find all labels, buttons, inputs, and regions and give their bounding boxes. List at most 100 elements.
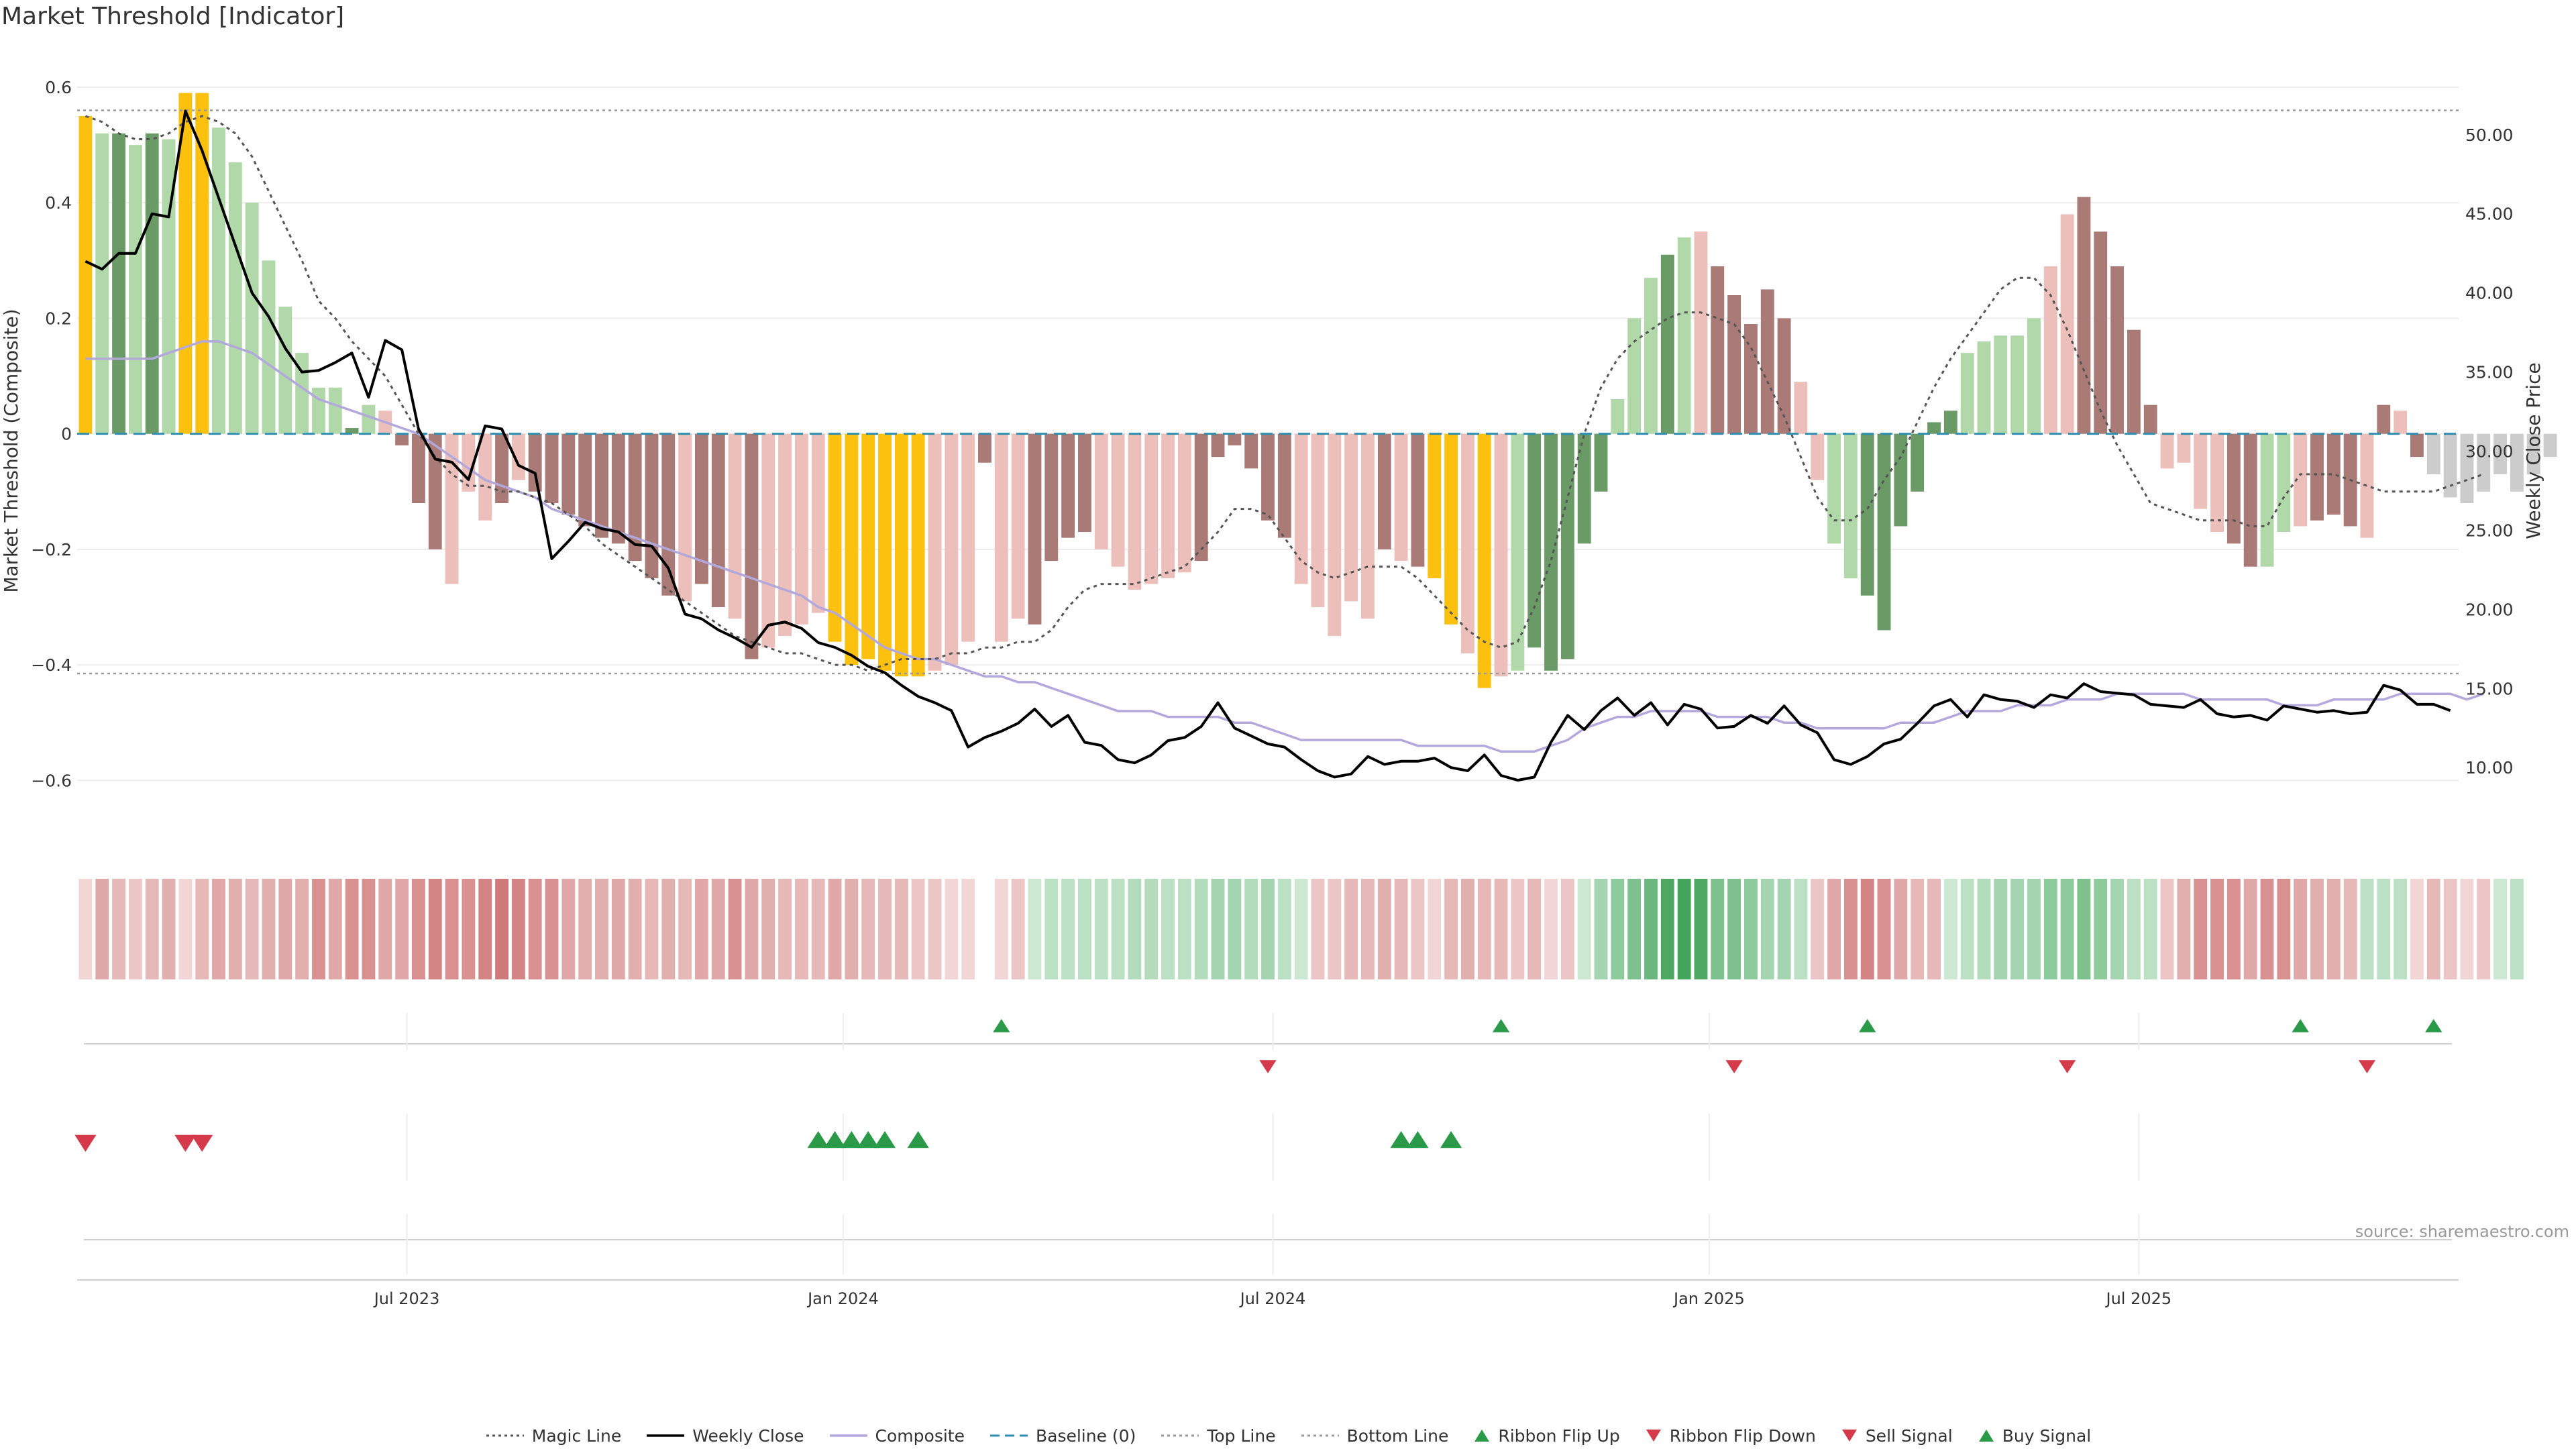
ribbon-cell — [128, 879, 142, 979]
ribbon-flip-up-marker — [1859, 1019, 1876, 1032]
ribbon-cell — [1244, 879, 1258, 979]
composite-bar — [1011, 433, 1025, 619]
legend-swatch — [1301, 1434, 1339, 1437]
ribbon-cell — [1694, 879, 1708, 979]
ribbon-cell — [2210, 879, 2224, 979]
composite-bar — [1827, 433, 1841, 544]
ribbon-flip-down-marker — [1259, 1060, 1277, 1073]
composite-bar — [245, 203, 259, 434]
x-tick-label: Jul 2025 — [2105, 1289, 2172, 1308]
buy-signal-marker — [1407, 1131, 1429, 1148]
ribbon-cell — [1394, 879, 1408, 979]
composite-bar — [1244, 433, 1258, 469]
ribbon-cell — [1660, 879, 1674, 979]
ribbon-cell — [362, 879, 376, 979]
composite-bar — [278, 307, 292, 434]
composite-bar — [2377, 405, 2391, 434]
sell-signal-marker — [174, 1134, 197, 1152]
composite-bar — [1311, 433, 1325, 607]
composite-bar — [212, 127, 225, 434]
composite-bar — [1128, 433, 1142, 590]
ribbon-cell — [945, 879, 959, 979]
composite-bar — [595, 433, 608, 538]
composite-bar — [328, 387, 342, 434]
y-tick-label: −0.2 — [31, 540, 72, 559]
ribbon-cell — [1228, 879, 1242, 979]
ribbon-cell — [2010, 879, 2025, 979]
ribbon-cell — [1277, 879, 1291, 979]
composite-bar — [2260, 433, 2274, 567]
legend-swatch — [486, 1434, 524, 1437]
ribbon-cell — [1261, 879, 1275, 979]
ribbon-cell — [1294, 879, 1308, 979]
ribbon-cell — [1894, 879, 1908, 979]
composite-bar — [1394, 433, 1408, 561]
ribbon-cell — [545, 879, 559, 979]
composite-bar — [1744, 324, 1758, 434]
ribbon-cell — [1877, 879, 1891, 979]
ribbon-cell — [911, 879, 925, 979]
y-right-tick-label: 45.00 — [2465, 205, 2514, 224]
composite-bar — [1644, 278, 1658, 434]
ribbon-cell — [445, 879, 459, 979]
ribbon-cell — [745, 879, 759, 979]
series-lines — [77, 109, 2484, 782]
composite-bar — [1261, 433, 1275, 521]
composite-bar — [2194, 433, 2208, 509]
ribbon-cell — [1460, 879, 1474, 979]
ribbon-cell — [678, 879, 692, 979]
ribbon-cell — [1511, 879, 1525, 979]
ribbon-cell — [2226, 879, 2241, 979]
composite-bar — [2077, 197, 2091, 434]
composite-bar — [1494, 433, 1508, 677]
composite-bar — [1344, 433, 1358, 602]
composite-bars — [78, 93, 2557, 688]
ribbon-cell — [2160, 879, 2174, 979]
ribbon-cell — [1960, 879, 1974, 979]
composite-bar — [2310, 433, 2324, 521]
composite-bar — [1228, 433, 1242, 445]
composite-bar — [1577, 433, 1591, 544]
composite-bar — [2443, 433, 2457, 498]
ribbon-cell — [1827, 879, 1841, 979]
ribbon-cell — [1527, 879, 1542, 979]
legend-item: Weekly Close — [645, 1426, 804, 1446]
legend-label: Buy Signal — [2002, 1426, 2092, 1446]
composite-bar — [1161, 433, 1175, 578]
composite-bar — [1760, 289, 1774, 434]
legend-item: Composite — [828, 1426, 965, 1446]
x-tick-label: Jul 2024 — [1239, 1289, 1306, 1308]
y-right-tick-label: 20.00 — [2465, 600, 2514, 619]
composite-bar — [1977, 341, 1991, 434]
composite-bar — [345, 428, 359, 434]
composite-bar — [1477, 433, 1491, 688]
ribbon-cell — [1094, 879, 1108, 979]
composite-bar — [2493, 433, 2507, 474]
composite-bar — [1361, 433, 1375, 619]
composite-bar — [78, 116, 93, 434]
y-tick-label: 0.4 — [45, 193, 72, 213]
y-right-tick-label: 40.00 — [2465, 284, 2514, 303]
ribbon-cell — [2410, 879, 2424, 979]
ribbon-cell — [2310, 879, 2324, 979]
composite-bar — [95, 133, 109, 434]
composite-bar — [511, 433, 525, 480]
ribbon-cell — [178, 879, 193, 979]
y-tick-label: −0.4 — [31, 655, 72, 675]
ribbon-cell — [878, 879, 892, 979]
y-right-tick-label: 25.00 — [2465, 521, 2514, 540]
ribbon-cell — [1144, 879, 1159, 979]
composite-bar — [2426, 433, 2440, 474]
axes: 0.6 0.4 0.2 0 −0.2 −0.4 −0.6 50.00 45.00 40.00 35.… — [0, 78, 2544, 790]
legend-label: Magic Line — [531, 1426, 622, 1446]
ribbon-cell — [761, 879, 775, 979]
composite-bar — [545, 433, 559, 503]
composite-bar — [578, 433, 592, 527]
composite-bar — [811, 433, 825, 613]
ribbon-cell — [378, 879, 392, 979]
composite-bar — [2094, 231, 2108, 434]
composite-line — [85, 340, 2484, 753]
buy-signal-marker — [857, 1131, 879, 1148]
ribbon-flip-down-marker — [2358, 1060, 2376, 1073]
ribbon-cell — [328, 879, 342, 979]
